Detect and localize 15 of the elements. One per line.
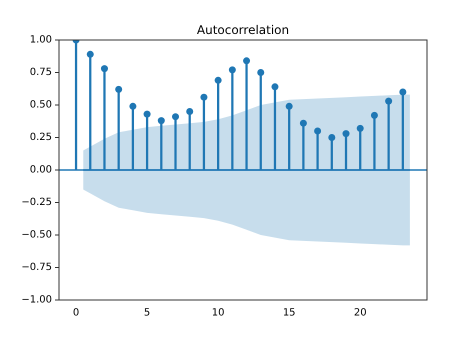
y-tick-label: −0.50 — [21, 230, 52, 241]
y-tick-label: 0.00 — [30, 164, 52, 176]
y-tick-label: −1.00 — [21, 294, 52, 306]
x-tick-label: 15 — [282, 308, 296, 319]
y-tick-label: 0.50 — [30, 100, 52, 111]
x-tick-label: 20 — [354, 308, 367, 319]
x-tick-label: 10 — [212, 308, 224, 319]
y-tick-label: −0.25 — [21, 197, 52, 208]
y-tick-label: 1.00 — [30, 34, 52, 46]
y-tick-label: 0.75 — [30, 67, 52, 78]
x-tick-label: 0 — [72, 308, 80, 319]
y-tick-label: 0.25 — [30, 132, 52, 144]
x-tick-label: 5 — [144, 308, 150, 319]
chart-title: Autocorrelation — [196, 23, 290, 38]
y-tick-label: −0.75 — [21, 262, 52, 274]
